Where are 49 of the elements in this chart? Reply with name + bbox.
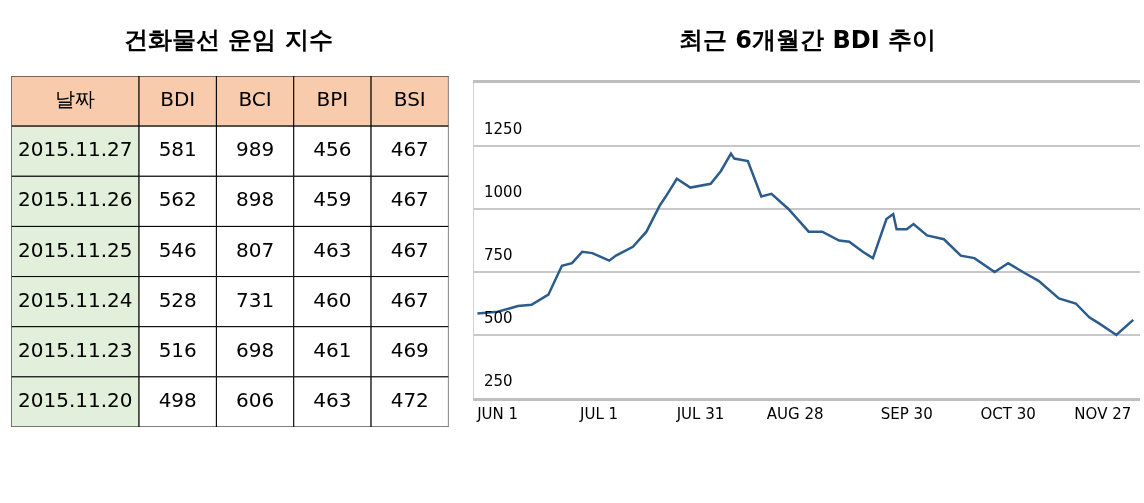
x-tick-label: JUL 1 (579, 404, 619, 423)
data-label: 456 (313, 137, 352, 162)
data-label: 469 (390, 337, 429, 362)
x-tick-label: SEP 30 (880, 404, 933, 423)
data-label: 463 (313, 237, 352, 262)
y-tick-label: 750 (484, 246, 513, 264)
data-label: 467 (390, 237, 429, 262)
chart-title: 최근 6개월간 BDI 추이 (679, 26, 936, 54)
data-label: 467 (390, 137, 429, 162)
data-label: 989 (235, 137, 275, 162)
data-label: 460 (313, 287, 352, 312)
y-axis-title: 날짜 (55, 87, 96, 112)
x-tick-label: BCI (238, 87, 272, 112)
y-tick-label: 1000 (484, 183, 523, 201)
data-label: 498 (158, 387, 197, 412)
data-label: 463 (313, 387, 352, 412)
data-label: 898 (235, 187, 275, 212)
y-tick-label: 2015.11.25 (17, 237, 133, 262)
data-label: 807 (235, 237, 275, 262)
x-tick-label: JUN 1 (476, 404, 519, 423)
data-label: 581 (158, 137, 197, 162)
y-tick-label: 2015.11.24 (17, 287, 133, 312)
data-label: 459 (313, 187, 352, 212)
x-tick-label: OCT 30 (980, 404, 1036, 423)
data-label: 731 (235, 287, 275, 312)
y-tick-label: 1250 (484, 120, 523, 138)
x-tick-label: BSI (393, 87, 426, 112)
y-tick-label: 2015.11.20 (17, 387, 133, 412)
data-label: 528 (158, 287, 197, 312)
x-tick-label: AUG 28 (766, 404, 824, 423)
x-tick-label: NOV 27 (1074, 404, 1132, 423)
data-label: 562 (158, 187, 197, 212)
x-tick-label: BPI (316, 87, 349, 112)
x-tick-label: BDI (160, 87, 196, 112)
data-label: 467 (390, 287, 429, 312)
data-label: 546 (158, 237, 197, 262)
data-label: 467 (390, 187, 429, 212)
y-tick-label: 2015.11.27 (17, 137, 133, 162)
x-tick-label: JUL 31 (675, 404, 725, 423)
data-label: 516 (158, 337, 197, 362)
y-tick-label: 2015.11.26 (17, 187, 133, 212)
y-tick-label: 2015.11.23 (17, 337, 133, 362)
y-tick-label: 500 (484, 309, 513, 327)
data-label: 606 (235, 387, 275, 412)
data-label: 461 (313, 337, 352, 362)
chart-title: 건화물선 운임 지수 (124, 26, 333, 54)
data-label: 472 (390, 387, 429, 412)
data-label: 698 (235, 337, 275, 362)
y-tick-label: 250 (484, 372, 513, 390)
